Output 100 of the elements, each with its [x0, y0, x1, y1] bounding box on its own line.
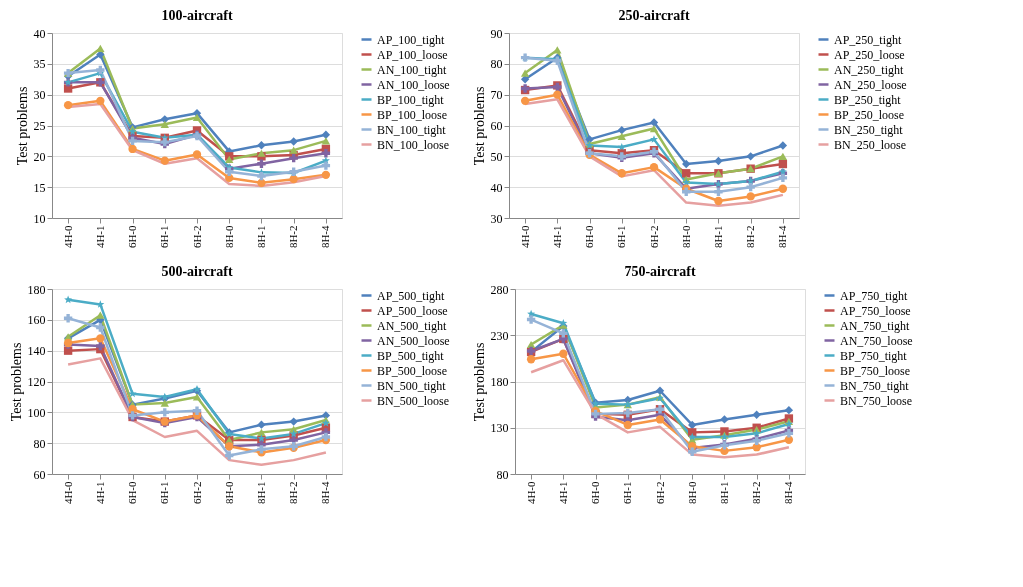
y-axis-title: Test problems: [471, 342, 487, 422]
y-axis-title: Test problems: [471, 86, 487, 166]
y-axis-title: Test problems: [14, 86, 30, 166]
legend-label: BN_750_tight: [840, 378, 910, 393]
legend-label: BN_100_loose: [377, 137, 449, 152]
chart-title: 500-aircraft: [161, 264, 233, 279]
x-tick-label: 6H-2: [653, 481, 666, 505]
x-tick-label: 6H-0: [589, 481, 602, 505]
chart-title: 250-aircraft: [618, 8, 690, 23]
x-tick-label: 8H-1: [717, 481, 730, 505]
legend-label: AN_100_tight: [377, 62, 447, 77]
legend-label: AN_500_loose: [377, 333, 450, 348]
y-tick-label: 40: [490, 180, 503, 195]
y-tick-label: 60: [490, 119, 503, 133]
legend-label: BP_100_loose: [377, 107, 448, 122]
chart-title: 100-aircraft: [161, 8, 233, 23]
y-tick-label: 160: [27, 313, 46, 328]
x-tick-label: 4H-1: [93, 225, 106, 249]
y-tick-label: 280: [490, 282, 509, 297]
y-tick-label: 30: [33, 88, 46, 103]
legend-label: BP_250_loose: [834, 107, 905, 122]
x-tick-label: 8H-0: [679, 225, 692, 249]
x-tick-label: 8H-0: [222, 225, 235, 249]
legend-label: AN_750_loose: [840, 333, 913, 348]
legend-label: AN_100_loose: [377, 77, 450, 92]
y-tick-label: 230: [490, 328, 509, 343]
x-tick-label: 8H-1: [711, 225, 724, 249]
y-tick-label: 20: [33, 149, 46, 164]
y-tick-label: 140: [27, 344, 46, 359]
y-tick-label: 130: [490, 421, 509, 436]
x-tick-label: 8H-4: [319, 481, 332, 505]
x-tick-label: 4H-0: [61, 225, 74, 249]
legend-label: AP_250_loose: [834, 47, 905, 62]
legend-label: AN_500_tight: [377, 318, 447, 333]
y-tick-label: 10: [33, 211, 46, 226]
y-tick-label: 80: [490, 57, 503, 72]
x-tick-label: 4H-1: [550, 225, 563, 249]
legend-label: BN_250_tight: [834, 122, 904, 137]
x-tick-label: 4H-0: [61, 481, 74, 505]
legend-label: BP_500_loose: [377, 363, 448, 378]
legend-label: AP_500_loose: [377, 303, 448, 318]
x-tick-label: 8H-1: [254, 481, 267, 505]
x-tick-label: 8H-2: [744, 225, 757, 249]
x-tick-label: 6H-1: [158, 225, 171, 249]
y-tick-label: 80: [496, 467, 509, 482]
x-tick-label: 8H-0: [222, 481, 235, 505]
y-tick-label: 100: [27, 405, 46, 420]
legend-label: BP_250_tight: [834, 92, 902, 107]
x-tick-label: 6H-2: [190, 225, 203, 249]
y-tick-label: 70: [490, 88, 503, 103]
y-tick-label: 40: [33, 26, 46, 41]
x-tick-label: 8H-2: [287, 481, 300, 505]
legend-label: BN_250_loose: [834, 137, 906, 152]
legend-label: AP_100_tight: [377, 32, 446, 47]
x-tick-label: 6H-0: [583, 225, 596, 249]
x-tick-label: 4H-0: [524, 481, 537, 505]
y-axis-title: Test problems: [8, 342, 24, 422]
x-tick-label: 8H-4: [319, 225, 332, 249]
y-tick-label: 30: [490, 211, 503, 226]
x-tick-label: 6H-0: [126, 481, 139, 505]
x-tick-label: 6H-2: [647, 225, 660, 249]
y-tick-label: 80: [33, 436, 46, 451]
legend-label: BP_750_tight: [840, 348, 908, 363]
legend-label: BN_750_loose: [840, 393, 912, 408]
x-tick-label: 4H-0: [518, 225, 531, 249]
y-tick-label: 60: [33, 467, 46, 482]
legend-label: AN_250_tight: [834, 62, 904, 77]
legend-label: BP_500_tight: [377, 348, 445, 363]
y-tick-label: 90: [490, 26, 503, 41]
x-tick-label: 4H-1: [93, 481, 106, 505]
x-tick-label: 6H-1: [615, 225, 628, 249]
x-tick-label: 6H-1: [158, 481, 171, 505]
y-tick-label: 25: [33, 119, 46, 133]
legend-label: AP_250_tight: [834, 32, 903, 47]
y-tick-label: 120: [27, 375, 46, 389]
legend-label: BN_500_loose: [377, 393, 449, 408]
legend-label: AP_750_tight: [840, 288, 909, 303]
y-tick-label: 180: [27, 282, 46, 297]
legend-label: AP_500_tight: [377, 288, 446, 303]
y-tick-label: 35: [33, 57, 46, 72]
y-tick-label: 50: [490, 149, 503, 164]
x-tick-label: 8H-1: [254, 225, 267, 249]
legend-label: AN_750_tight: [840, 318, 910, 333]
legend-label: AN_250_loose: [834, 77, 907, 92]
legend-label: BN_500_tight: [377, 378, 447, 393]
legend-label: BP_100_tight: [377, 92, 445, 107]
x-tick-label: 8H-4: [776, 225, 789, 249]
chart-title: 750-aircraft: [624, 264, 696, 279]
legend-label: AP_100_loose: [377, 47, 448, 62]
x-tick-label: 6H-2: [190, 481, 203, 505]
x-tick-label: 4H-1: [556, 481, 569, 505]
x-tick-label: 6H-0: [126, 225, 139, 249]
y-tick-label: 15: [33, 180, 46, 195]
x-tick-label: 8H-0: [685, 481, 698, 505]
legend-label: BN_100_tight: [377, 122, 447, 137]
x-tick-label: 8H-2: [750, 481, 763, 505]
x-tick-label: 8H-2: [287, 225, 300, 249]
legend-label: BP_750_loose: [840, 363, 911, 378]
legend-label: AP_750_loose: [840, 303, 911, 318]
x-tick-label: 8H-4: [782, 481, 795, 505]
